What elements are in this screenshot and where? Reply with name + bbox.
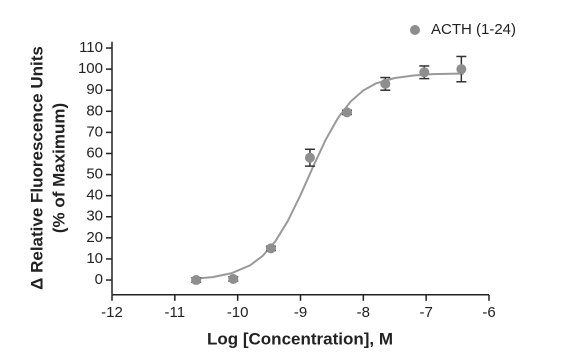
y-tick-label: 90 bbox=[86, 81, 103, 98]
y-tick-label: 30 bbox=[86, 208, 103, 225]
y-axis-label: Δ Relative Fluorescence Units bbox=[27, 46, 46, 290]
fit-curve bbox=[193, 72, 464, 280]
x-tick-label: -10 bbox=[227, 304, 249, 321]
y-tick-label: 10 bbox=[86, 250, 103, 267]
data-point bbox=[380, 78, 391, 89]
y-tick-label: 110 bbox=[79, 39, 103, 56]
data-point bbox=[456, 64, 467, 75]
x-tick-label: -6 bbox=[482, 304, 495, 321]
data-point bbox=[265, 243, 276, 254]
y-tick-label: 40 bbox=[86, 187, 103, 204]
y-tick-label: 0 bbox=[95, 271, 103, 288]
y-tick-label: 80 bbox=[86, 102, 103, 119]
y-tick-label: 50 bbox=[86, 166, 103, 183]
y-tick-label: 20 bbox=[86, 229, 103, 246]
x-tick-label: -8 bbox=[357, 304, 370, 321]
data-point bbox=[304, 152, 315, 163]
x-tick-label: -9 bbox=[294, 304, 307, 321]
x-tick-label: -7 bbox=[419, 304, 432, 321]
y-tick-label: 70 bbox=[86, 123, 103, 140]
x-tick-label: -12 bbox=[101, 304, 123, 321]
data-point bbox=[341, 107, 352, 118]
data-point bbox=[191, 275, 202, 286]
y-tick-label: 100 bbox=[78, 60, 103, 77]
legend-marker bbox=[410, 25, 420, 35]
x-tick-label: -11 bbox=[165, 304, 186, 321]
data-point bbox=[228, 273, 239, 284]
data-point bbox=[419, 67, 430, 78]
legend-label: ACTH (1-24) bbox=[431, 21, 516, 38]
x-axis-label: Log [Concentration], M bbox=[207, 329, 393, 348]
y-axis-label: (% of Maximum) bbox=[49, 103, 68, 233]
y-tick-label: 60 bbox=[86, 144, 103, 161]
